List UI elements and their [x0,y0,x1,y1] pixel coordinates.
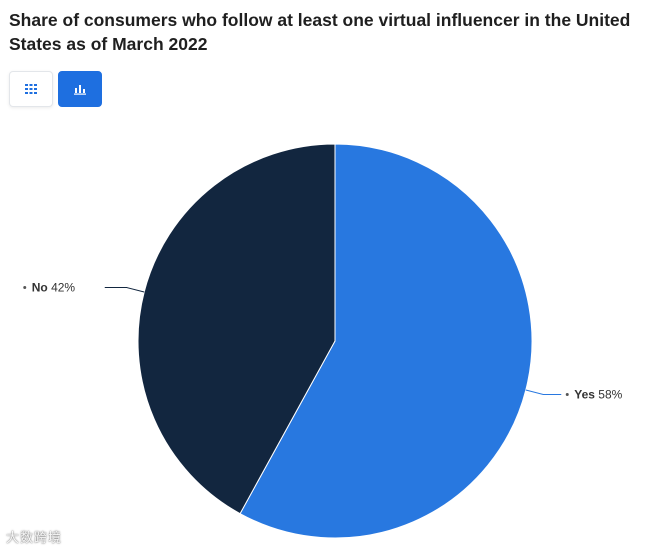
label-bullet [23,286,27,290]
pie-slice-no[interactable] [137,143,336,515]
bar-chart-icon [74,84,86,95]
table-view-button[interactable] [9,71,53,107]
label-text: No 42% [32,281,76,295]
chart-title: Share of consumers who follow at least o… [9,10,631,54]
label-value: 42% [48,281,76,295]
label-value: 58% [595,387,623,401]
leader-line-yes [525,389,562,395]
data-label-no: No 42% [23,281,75,295]
label-bullet [565,392,569,396]
chart-view-button[interactable] [58,71,102,107]
watermark: 大数跨境 [6,530,63,545]
leader-line-no [104,287,145,293]
label-category: No [32,281,48,295]
data-label-yes: Yes 58% [565,387,623,401]
grid-icon [25,84,37,94]
label-text: Yes 58% [574,387,622,401]
label-category: Yes [574,387,595,401]
